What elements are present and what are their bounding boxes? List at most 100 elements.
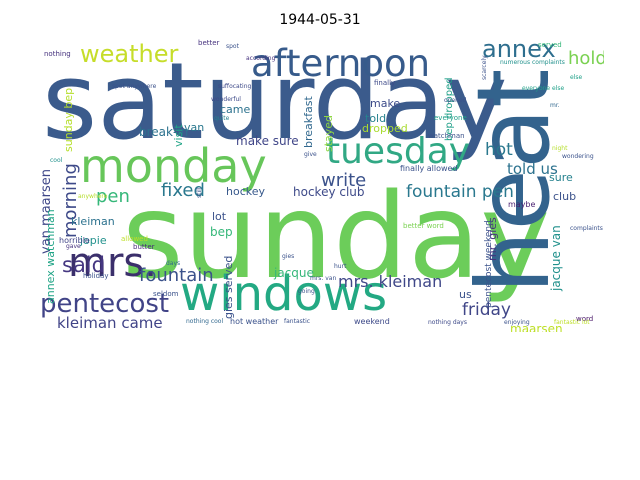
cloud-word: annex watchman xyxy=(44,209,57,304)
cloud-word: suffocating xyxy=(218,83,252,90)
cloud-word: fantastic xyxy=(284,318,310,325)
cloud-word: dropped xyxy=(362,122,408,135)
cloud-word: sunday xyxy=(122,167,550,305)
cloud-word: friday xyxy=(462,300,511,320)
cloud-word: maybe xyxy=(508,200,536,209)
cloud-word: hockey xyxy=(226,185,265,198)
cloud-word: horrible xyxy=(59,236,90,245)
cloud-word: weekend xyxy=(354,317,390,326)
cloud-word: mrs. van xyxy=(310,275,336,282)
cloud-word: days xyxy=(166,260,180,267)
cloud-word: gave xyxy=(66,243,81,250)
cloud-word: club xyxy=(553,190,576,203)
cloud-word: gies served xyxy=(222,256,235,319)
cloud-word: lot xyxy=(212,210,227,223)
cloud-word: break-in xyxy=(139,125,188,139)
cloud-word: else xyxy=(570,74,582,81)
cloud-word: stayed xyxy=(322,115,335,152)
cloud-word: wondering xyxy=(562,153,594,160)
cloud-word: finally xyxy=(374,79,395,87)
cloud-word: served xyxy=(538,41,562,49)
cloud-word: pentecost xyxy=(40,289,169,319)
cloud-word: hot weather xyxy=(230,317,279,326)
cloud-word: make xyxy=(370,97,400,110)
cloud-word: annex xyxy=(482,38,556,63)
cloud-word: butter xyxy=(133,243,155,251)
cloud-word: better word xyxy=(403,222,444,230)
cloud-word: clogged xyxy=(602,249,604,308)
cloud-word: complaints xyxy=(570,225,603,232)
cloud-word: pentecost weekend xyxy=(484,220,494,308)
cloud-word: better xyxy=(198,39,220,47)
cloud-word: nothing days xyxy=(428,319,467,326)
cloud-word: give xyxy=(304,151,317,158)
cloud-word: allowed xyxy=(121,235,148,243)
cloud-word: scarcely xyxy=(481,55,488,80)
cloud-word: hot xyxy=(485,140,513,160)
cloud-word: quite xyxy=(214,115,230,122)
cloud-word: night xyxy=(552,145,568,152)
cloud-word: seldom xyxy=(153,290,179,298)
cloud-word: kleiman came xyxy=(57,314,163,332)
cloud-word: fixed xyxy=(161,180,205,201)
cloud-word: jacque van xyxy=(549,225,563,292)
cloud-word: monday xyxy=(80,139,267,193)
cloud-word: sure xyxy=(549,171,573,184)
cloud-word: hockey club xyxy=(293,185,365,199)
cloud-word: mrs. xyxy=(68,240,157,286)
cloud-word: weather xyxy=(80,40,178,68)
cloud-word: mr. gies xyxy=(486,217,499,261)
cloud-word: write xyxy=(321,170,366,191)
cloud-word: numerous complaints xyxy=(500,59,565,66)
cloud-word: saturday xyxy=(42,40,508,163)
cloud-word: mrs. kleiman xyxy=(338,272,442,291)
cloud-word: kleiman xyxy=(71,215,115,228)
cloud-word: wonderful xyxy=(211,96,241,103)
cloud-word: mr. xyxy=(550,102,560,109)
cloud-word: everyone xyxy=(434,114,467,122)
cloud-word: watchman xyxy=(428,132,465,140)
cloud-word: fountain pen xyxy=(406,182,514,202)
cloud-word: still xyxy=(196,187,203,198)
cloud-word: tuesday xyxy=(326,131,470,172)
cloud-word: told us xyxy=(507,160,558,178)
cloud-word: afternoon xyxy=(251,42,430,85)
cloud-word: cool xyxy=(50,157,63,164)
word-cloud: saturday sunday monday windows heat afternoon… xyxy=(36,38,604,332)
cloud-word: everyone else xyxy=(522,85,565,92)
cloud-word: told xyxy=(365,112,386,125)
cloud-word: visit xyxy=(172,124,185,147)
cloud-word: van maarsen xyxy=(39,169,54,254)
cloud-word: finally allowed xyxy=(400,164,458,173)
cloud-word: enjoying xyxy=(504,319,530,326)
cloud-word: opened xyxy=(444,97,467,104)
cloud-word: pen xyxy=(96,186,130,207)
cloud-word: bep xyxy=(210,225,233,239)
cloud-word: spot xyxy=(226,43,240,50)
cloud-word: nothing cool xyxy=(186,318,223,325)
cloud-word: sunday bep xyxy=(62,88,75,152)
cloud-word: anywhere xyxy=(78,193,108,200)
cloud-word: jopie xyxy=(79,234,107,247)
cloud-word: make sure xyxy=(236,134,299,148)
cloud-word: according xyxy=(246,55,276,62)
cloud-word: nothing xyxy=(44,50,71,58)
cloud-word: said xyxy=(62,253,105,277)
cloud-word: jacque xyxy=(273,266,314,280)
cloud-word: hold xyxy=(568,48,604,69)
cloud-word: breakfast xyxy=(302,96,315,148)
cloud-word: maarsen xyxy=(510,322,563,332)
cloud-word: morning xyxy=(60,163,81,238)
cloud-word: bep dropped xyxy=(444,77,455,141)
cloud-word: fountain xyxy=(139,265,214,286)
cloud-word: came xyxy=(220,103,251,116)
cloud-word: holiday xyxy=(83,272,108,280)
cloud-word: us xyxy=(459,288,472,301)
cloud-word: fantastic lot xyxy=(554,319,590,326)
cloud-word: hurt xyxy=(334,263,347,270)
cloud-word: heat xyxy=(455,69,572,294)
cloud-word: windows xyxy=(180,266,387,322)
cloud-word: van xyxy=(184,121,204,134)
